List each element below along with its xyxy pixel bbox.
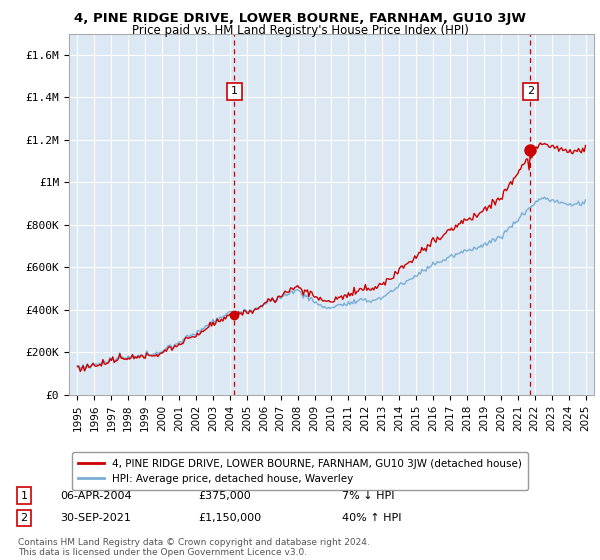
Legend: 4, PINE RIDGE DRIVE, LOWER BOURNE, FARNHAM, GU10 3JW (detached house), HPI: Aver: 4, PINE RIDGE DRIVE, LOWER BOURNE, FARNH… (71, 452, 529, 490)
Text: £1,150,000: £1,150,000 (198, 513, 261, 523)
Text: 4, PINE RIDGE DRIVE, LOWER BOURNE, FARNHAM, GU10 3JW: 4, PINE RIDGE DRIVE, LOWER BOURNE, FARNH… (74, 12, 526, 25)
Text: 2: 2 (20, 513, 28, 523)
Text: 06-APR-2004: 06-APR-2004 (60, 491, 131, 501)
Text: 2: 2 (527, 86, 534, 96)
Text: 1: 1 (231, 86, 238, 96)
Text: £375,000: £375,000 (198, 491, 251, 501)
Text: Contains HM Land Registry data © Crown copyright and database right 2024.
This d: Contains HM Land Registry data © Crown c… (18, 538, 370, 557)
Text: Price paid vs. HM Land Registry's House Price Index (HPI): Price paid vs. HM Land Registry's House … (131, 24, 469, 36)
Text: 1: 1 (20, 491, 28, 501)
Text: 7% ↓ HPI: 7% ↓ HPI (342, 491, 395, 501)
Text: 30-SEP-2021: 30-SEP-2021 (60, 513, 131, 523)
Text: 40% ↑ HPI: 40% ↑ HPI (342, 513, 401, 523)
